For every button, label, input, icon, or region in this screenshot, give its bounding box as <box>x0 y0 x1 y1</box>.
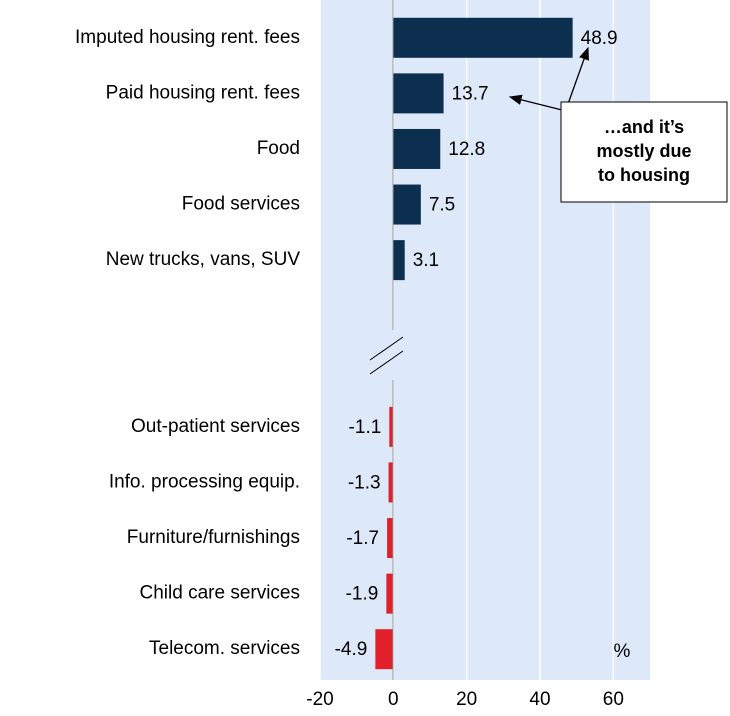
annotation-text: to housing <box>598 165 690 185</box>
bar <box>393 17 573 58</box>
annotation-box <box>560 101 728 203</box>
bar <box>389 406 394 447</box>
unit-label: % <box>614 641 631 662</box>
x-tick-label: 0 <box>388 689 399 710</box>
bar <box>393 73 444 114</box>
value-label: 48.9 <box>581 28 618 49</box>
value-label: -1.3 <box>348 472 381 493</box>
value-label: -1.1 <box>349 417 382 438</box>
bar <box>388 462 394 503</box>
annotation-text: …and it’s <box>604 117 684 137</box>
value-label: 12.8 <box>448 139 485 160</box>
category-label: New trucks, vans, SUV <box>106 249 301 270</box>
annotation-arrow <box>508 94 563 111</box>
bar <box>386 573 394 614</box>
category-label: Telecom. services <box>149 638 300 659</box>
annotation-arrow <box>567 46 589 105</box>
x-tick-label: 20 <box>456 689 477 710</box>
axis-break <box>369 336 404 361</box>
category-label: Food services <box>182 194 300 215</box>
x-tick-label: -20 <box>306 689 333 710</box>
break-gap <box>372 330 414 380</box>
category-label: Info. processing equip. <box>109 471 300 492</box>
bar <box>375 629 394 670</box>
value-label: -1.9 <box>346 584 379 605</box>
category-label: Imputed housing rent. fees <box>75 27 300 48</box>
annotation-text: mostly due <box>596 141 691 161</box>
value-label: 3.1 <box>413 250 439 271</box>
value-label: 13.7 <box>452 83 489 104</box>
value-label: 7.5 <box>429 195 455 216</box>
axis-break <box>369 350 404 375</box>
bar <box>393 184 421 225</box>
x-tick-label: 40 <box>529 689 550 710</box>
category-label: Child care services <box>140 583 301 604</box>
category-label: Furniture/furnishings <box>127 527 300 548</box>
bar <box>387 518 394 559</box>
category-label: Paid housing rent. fees <box>106 82 300 103</box>
value-label: -4.9 <box>335 639 368 660</box>
value-label: -1.7 <box>346 528 379 549</box>
category-label: Out-patient services <box>131 416 300 437</box>
bar <box>393 240 405 281</box>
x-tick-label: 60 <box>603 689 624 710</box>
category-label: Food <box>257 138 300 159</box>
bar <box>393 128 441 169</box>
